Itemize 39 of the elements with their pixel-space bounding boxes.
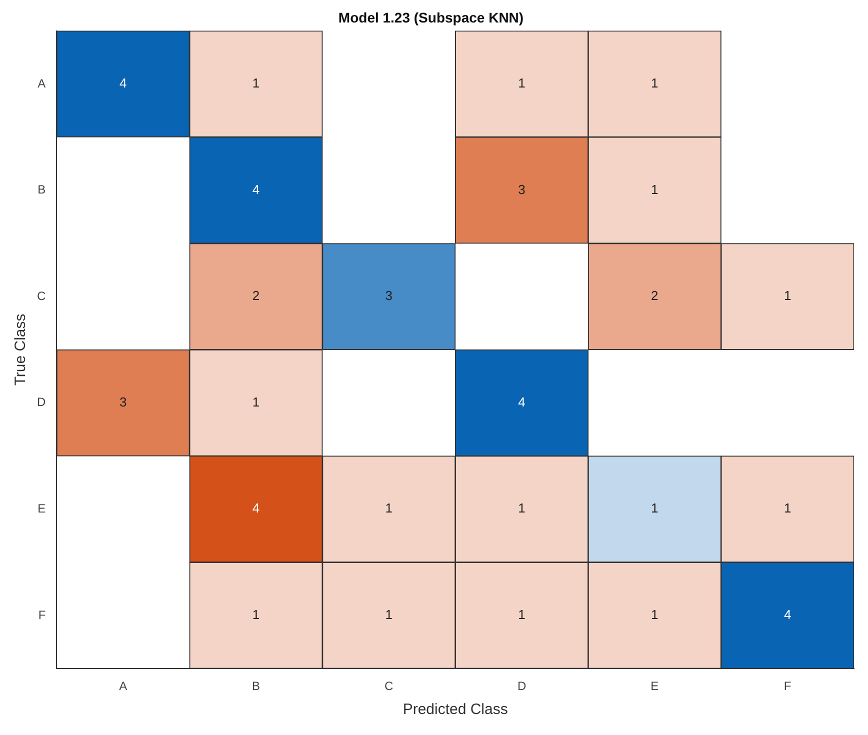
x-tick-label: E [650, 679, 659, 694]
y-tick-label: E [38, 501, 46, 516]
data-label: 1 [385, 500, 393, 516]
x-tick-label: F [784, 679, 792, 694]
data-label: 1 [385, 607, 393, 622]
y-tick-label: A [38, 76, 46, 90]
y-tick-label: D [36, 395, 46, 410]
data-label: 1 [518, 607, 526, 622]
data-label: 1 [651, 607, 658, 622]
data-label: 3 [385, 288, 393, 304]
y-axis-title: True Class [12, 314, 30, 386]
data-label: 1 [518, 500, 526, 516]
x-tick-label: B [252, 679, 260, 694]
data-label: 2 [252, 288, 260, 304]
data-label: 1 [518, 76, 526, 91]
x-axis-title: Predicted Class [402, 701, 508, 718]
data-label: 1 [252, 394, 260, 410]
data-label: 1 [784, 500, 792, 516]
data-label: 3 [518, 182, 526, 197]
x-tick-label: D [517, 679, 526, 694]
data-label: 1 [651, 76, 658, 91]
data-label: 4 [518, 394, 526, 410]
x-tick-label: C [384, 679, 394, 694]
y-tick-label: C [36, 288, 46, 303]
y-tick-label: B [38, 182, 46, 197]
data-label: 1 [252, 76, 260, 91]
data-label: 1 [651, 182, 658, 197]
data-label: 4 [252, 182, 260, 197]
data-label: 4 [119, 76, 127, 91]
data-label: 2 [651, 288, 658, 304]
data-label: 1 [784, 288, 792, 304]
data-label: 4 [252, 500, 260, 516]
data-label: 1 [252, 607, 260, 622]
data-label: 3 [119, 394, 127, 410]
y-tick-label: F [38, 608, 46, 622]
x-tick-label: A [119, 679, 128, 694]
chart-title: Model 1.23 (Subspace KNN) [338, 9, 524, 26]
data-label: 4 [784, 607, 792, 622]
data-label: 1 [651, 500, 658, 516]
